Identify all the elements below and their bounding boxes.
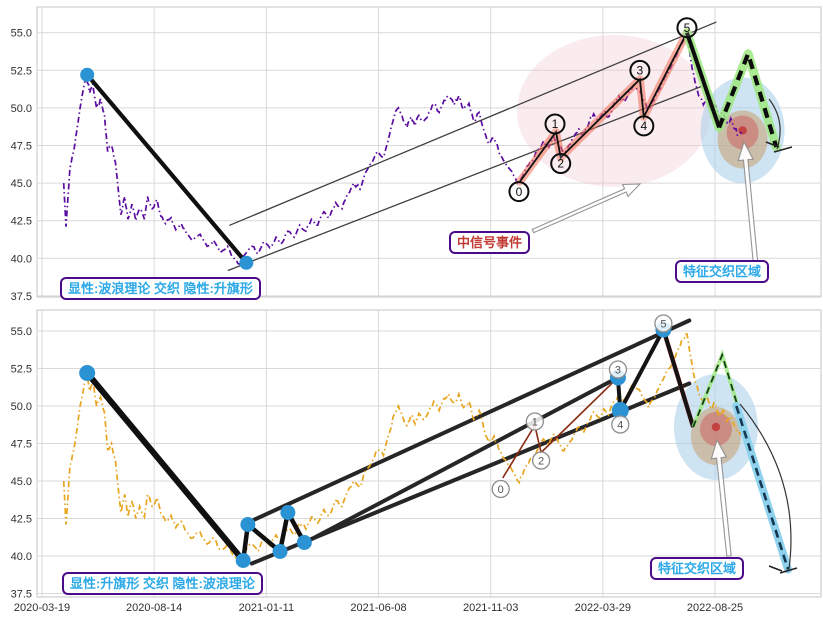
wave-number-label: 5 [684, 21, 691, 35]
wave-number-circle [654, 314, 673, 333]
projection-blue-dashed [735, 405, 790, 570]
wave-number-circle [544, 113, 566, 135]
wave-number-label: 3 [637, 64, 644, 78]
panel-top: 55.0 52.5 50.0 47.5 45.0 42.5 40.0 37.5 0 1 2 3 4 5 [11, 6, 822, 303]
pattern-label-bottom: 显性:升旗形 交织 隐性:波浪理论 [62, 572, 263, 595]
channel-line [229, 21, 717, 226]
wave-number-circle [611, 415, 630, 434]
target-zone-center-dot [738, 126, 747, 135]
y-tick-label: 55.0 [11, 326, 32, 338]
anchor-dot [272, 544, 288, 559]
panel-bottom: 55.0 52.5 50.0 47.5 45.0 42.5 40.0 37.52020-03-… [11, 309, 822, 614]
forecast-dashed [717, 47, 779, 148]
trend-line [85, 72, 249, 265]
wave-number-circle [525, 412, 544, 431]
wave-number-label: 0 [516, 185, 523, 199]
price-line [62, 333, 743, 564]
x-tick-label: 2021-11-03 [463, 602, 518, 614]
wave-number-circle [491, 479, 510, 499]
wave-number-label: 4 [640, 119, 647, 133]
guide-arc [739, 403, 792, 570]
target-pointer-arrow [737, 140, 759, 269]
wave-number-label: 1 [552, 117, 559, 131]
anchor-dot [280, 505, 296, 520]
channel-line [248, 318, 692, 524]
wave-thick-line [615, 327, 696, 428]
wave-number-label: 4 [617, 419, 623, 431]
wave-number-circle [608, 360, 628, 379]
anchor-dot [296, 535, 312, 550]
signal-event-label: 中信号事件 [449, 231, 531, 254]
y-tick-label: 40.0 [11, 551, 32, 563]
channel-line [227, 84, 705, 271]
wave-number-label: 2 [557, 157, 564, 171]
trend-line [84, 370, 247, 564]
end-bracket [765, 141, 780, 148]
wave-number-label: 5 [660, 318, 666, 330]
y-tick-label: 52.5 [11, 364, 32, 376]
end-bracket [773, 146, 793, 153]
feature-zone-label-top: 特征交织区域 [675, 260, 770, 283]
signal-region-ellipse [517, 34, 712, 187]
y-tick-label: 37.5 [11, 589, 32, 601]
x-tick-label: 2021-06-08 [350, 602, 406, 614]
anchor-dot [79, 365, 96, 381]
wave-number-circle [508, 181, 530, 203]
y-tick-label: 45.0 [11, 178, 32, 190]
y-tick-label: 45.0 [11, 476, 32, 488]
wave-number-label: 2 [538, 455, 544, 467]
wave-number-label: 3 [615, 364, 621, 376]
wave-number-label: 0 [498, 484, 504, 496]
end-bracket [779, 567, 798, 574]
anchor-dot [239, 255, 254, 270]
y-tick-label: 37.5 [11, 291, 32, 303]
wave-number-circle [629, 59, 651, 81]
forecast-green-dashed [692, 352, 752, 449]
wave-number-circle [676, 17, 698, 39]
y-tick-label: 42.5 [11, 216, 32, 228]
x-tick-label: 2022-08-25 [687, 602, 743, 614]
y-tick-label: 42.5 [11, 514, 32, 526]
target-zone-center-dot [711, 422, 721, 432]
x-tick-label: 2020-08-14 [126, 602, 182, 614]
target-pointer-arrow [710, 438, 732, 557]
channel-line [303, 375, 620, 545]
wave-number-circle [550, 153, 572, 175]
y-tick-label: 47.5 [11, 439, 32, 451]
guide-arc [768, 98, 781, 150]
signal-arrow [531, 183, 642, 234]
wave-number-circle [633, 115, 655, 137]
x-tick-label: 2022-03-29 [575, 602, 631, 614]
y-tick-label: 50.0 [11, 103, 32, 115]
y-tick-label: 47.5 [11, 141, 32, 153]
y-tick-label: 40.0 [11, 253, 32, 265]
y-tick-label: 50.0 [11, 401, 32, 413]
end-bracket [768, 565, 783, 572]
anchor-dot [235, 553, 251, 568]
y-tick-label: 52.5 [11, 65, 32, 77]
feature-zone-label-bottom: 特征交织区域 [650, 557, 745, 580]
anchor-dot [240, 517, 256, 532]
x-tick-label: 2020-03-19 [14, 602, 70, 614]
wave-number-circle [531, 451, 551, 470]
pattern-label-top: 显性:波浪理论 交织 隐性:升旗形 [60, 277, 261, 300]
anchor-dot [80, 67, 95, 82]
y-tick-label: 55.0 [11, 28, 32, 40]
forecast-solid [685, 32, 721, 129]
wave-number-label: 1 [532, 416, 538, 428]
anchor-dot [611, 402, 629, 419]
x-tick-label: 2021-01-11 [239, 602, 294, 614]
wave-line [519, 32, 688, 183]
